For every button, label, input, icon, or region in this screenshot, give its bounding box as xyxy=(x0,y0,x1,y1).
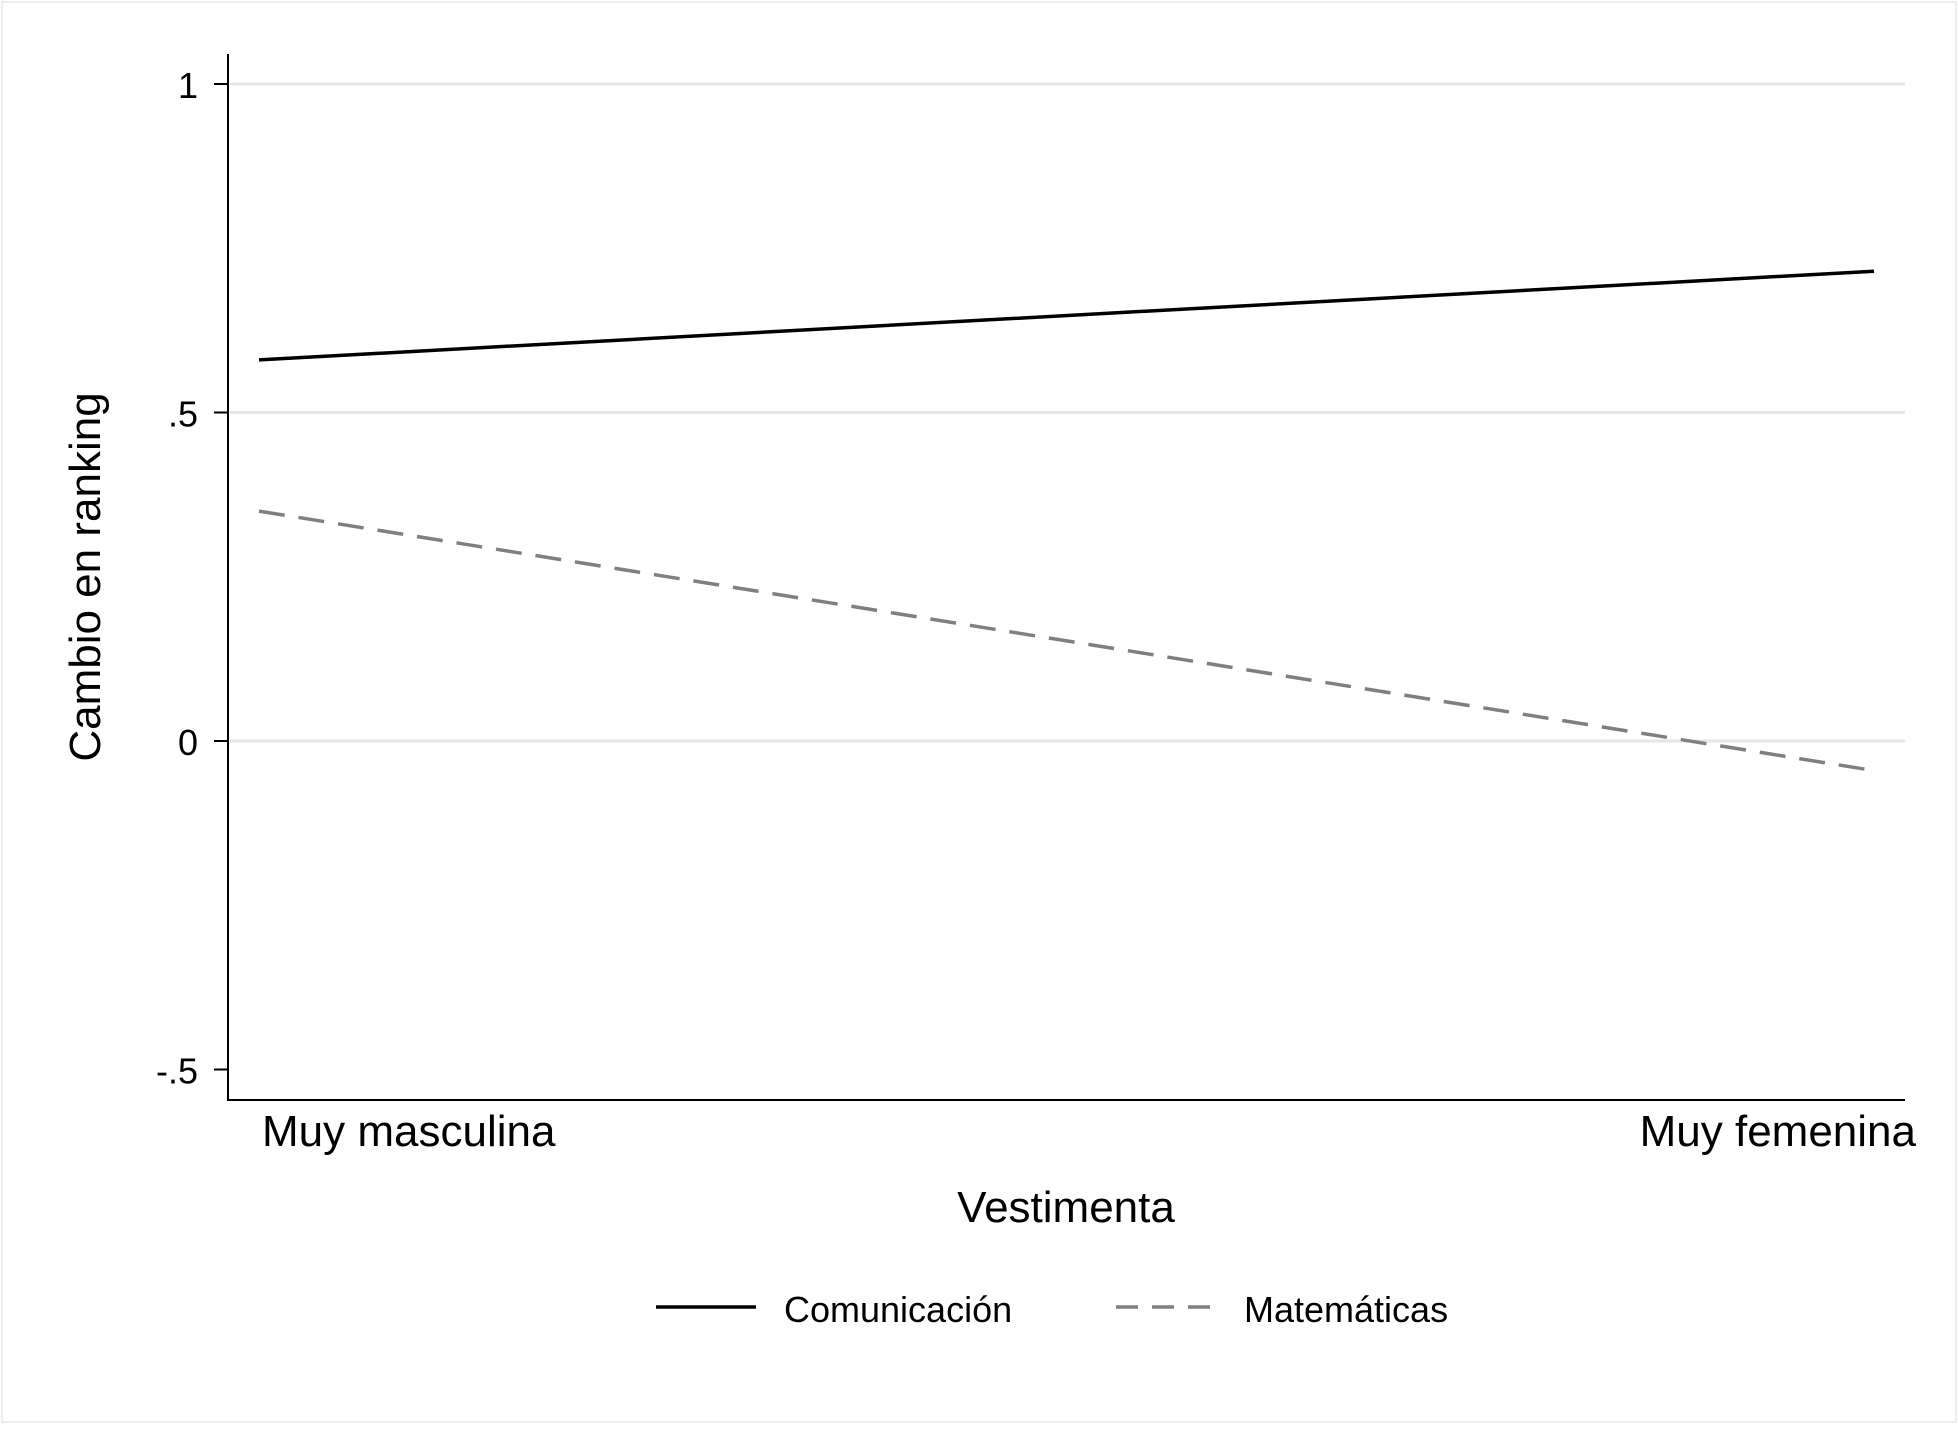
x-tick-label: Muy femenina xyxy=(1640,1107,1917,1156)
y-axis-title: Cambio en ranking xyxy=(61,392,110,761)
y-ticks: 1 .5 0 -.5 xyxy=(156,65,228,1092)
x-axis-title: Vestimenta xyxy=(957,1183,1175,1232)
series xyxy=(258,269,1875,773)
x-tick-label: Muy masculina xyxy=(262,1107,556,1156)
y-tick-label: .5 xyxy=(168,394,198,435)
series-line xyxy=(258,509,1875,773)
series-line xyxy=(258,269,1875,362)
y-tick-label: -.5 xyxy=(156,1051,198,1092)
grid-lines xyxy=(230,82,1905,743)
legend-label: Comunicación xyxy=(784,1289,1012,1330)
legend-label: Matemáticas xyxy=(1244,1289,1448,1330)
axes xyxy=(227,54,1905,1101)
x-ticks: Muy masculina Muy femenina xyxy=(262,1107,1917,1156)
y-tick-label: 0 xyxy=(178,722,198,763)
legend: Comunicación Matemáticas xyxy=(656,1289,1448,1330)
y-tick-label: 1 xyxy=(178,65,198,106)
